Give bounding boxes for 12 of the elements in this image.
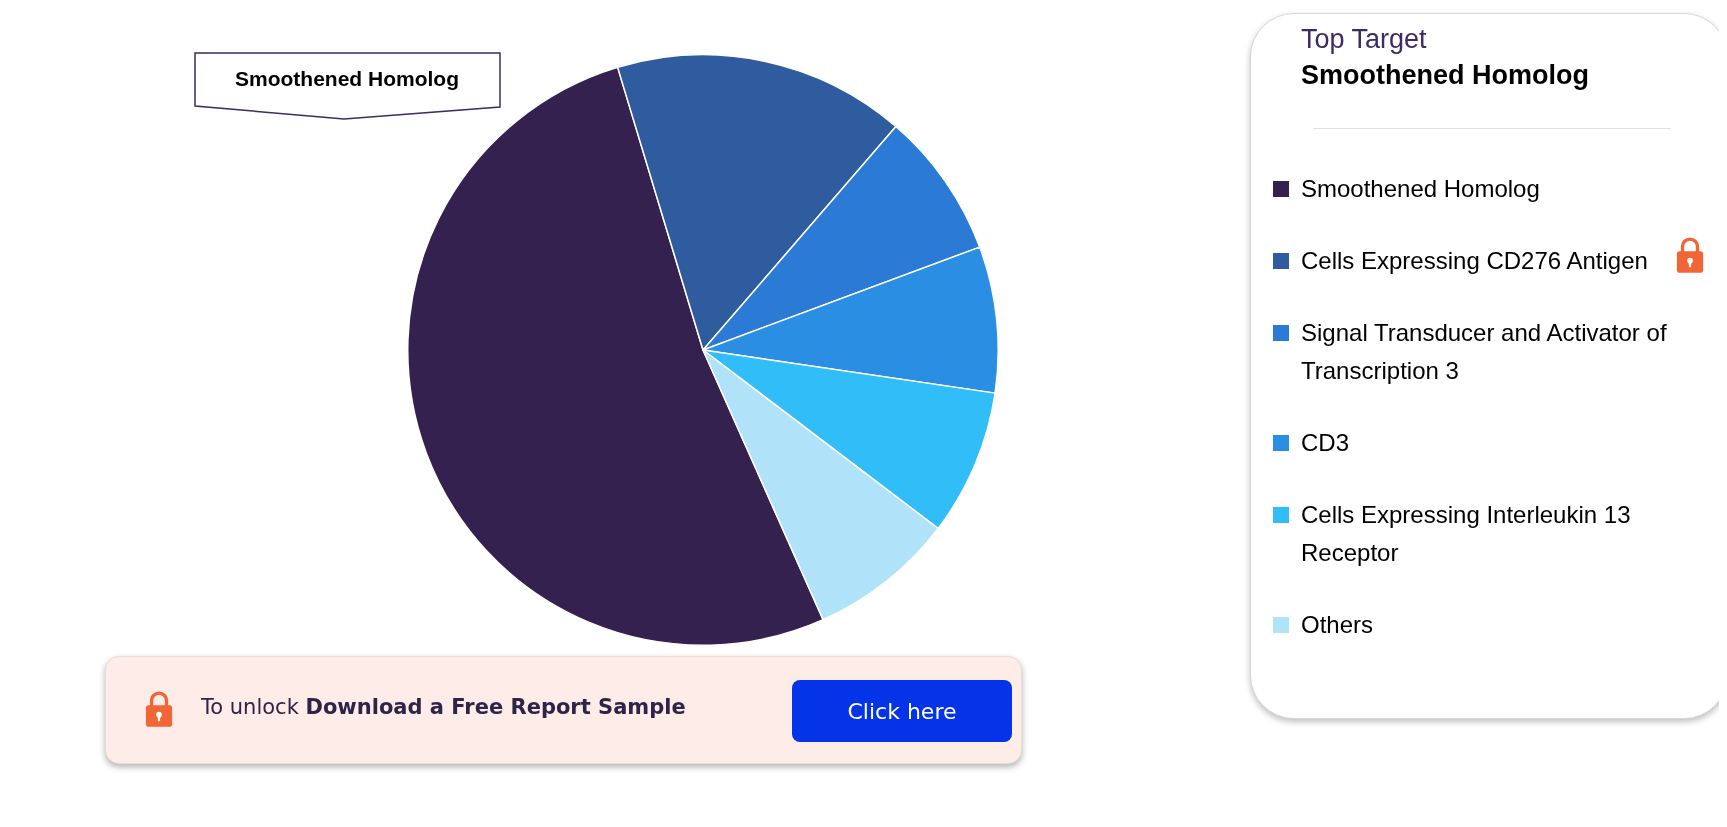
- text: Smoothened Homolog: [1301, 60, 1589, 91]
- legend-label: Smoothened Homolog: [1301, 174, 1541, 204]
- legend-label: Cells Expressing Interleukin 13 Receptor: [1301, 500, 1632, 568]
- button[interactable]: Click here: [792, 680, 1012, 742]
- text: Smoothened Homolog: [234, 67, 460, 91]
- text: Download a Free Report Sample: [305, 695, 686, 719]
- legend-label: Signal Transducer and Activator of Transcription 3: [1301, 318, 1668, 386]
- text: To unlock: [201, 695, 299, 719]
- legend-title: Top Target: [1301, 24, 1427, 55]
- legend-label: CD3: [1301, 428, 1350, 458]
- legend-label: Cells Expressing CD276 Antigen: [1301, 246, 1649, 276]
- legend-label: Others: [1301, 610, 1375, 640]
